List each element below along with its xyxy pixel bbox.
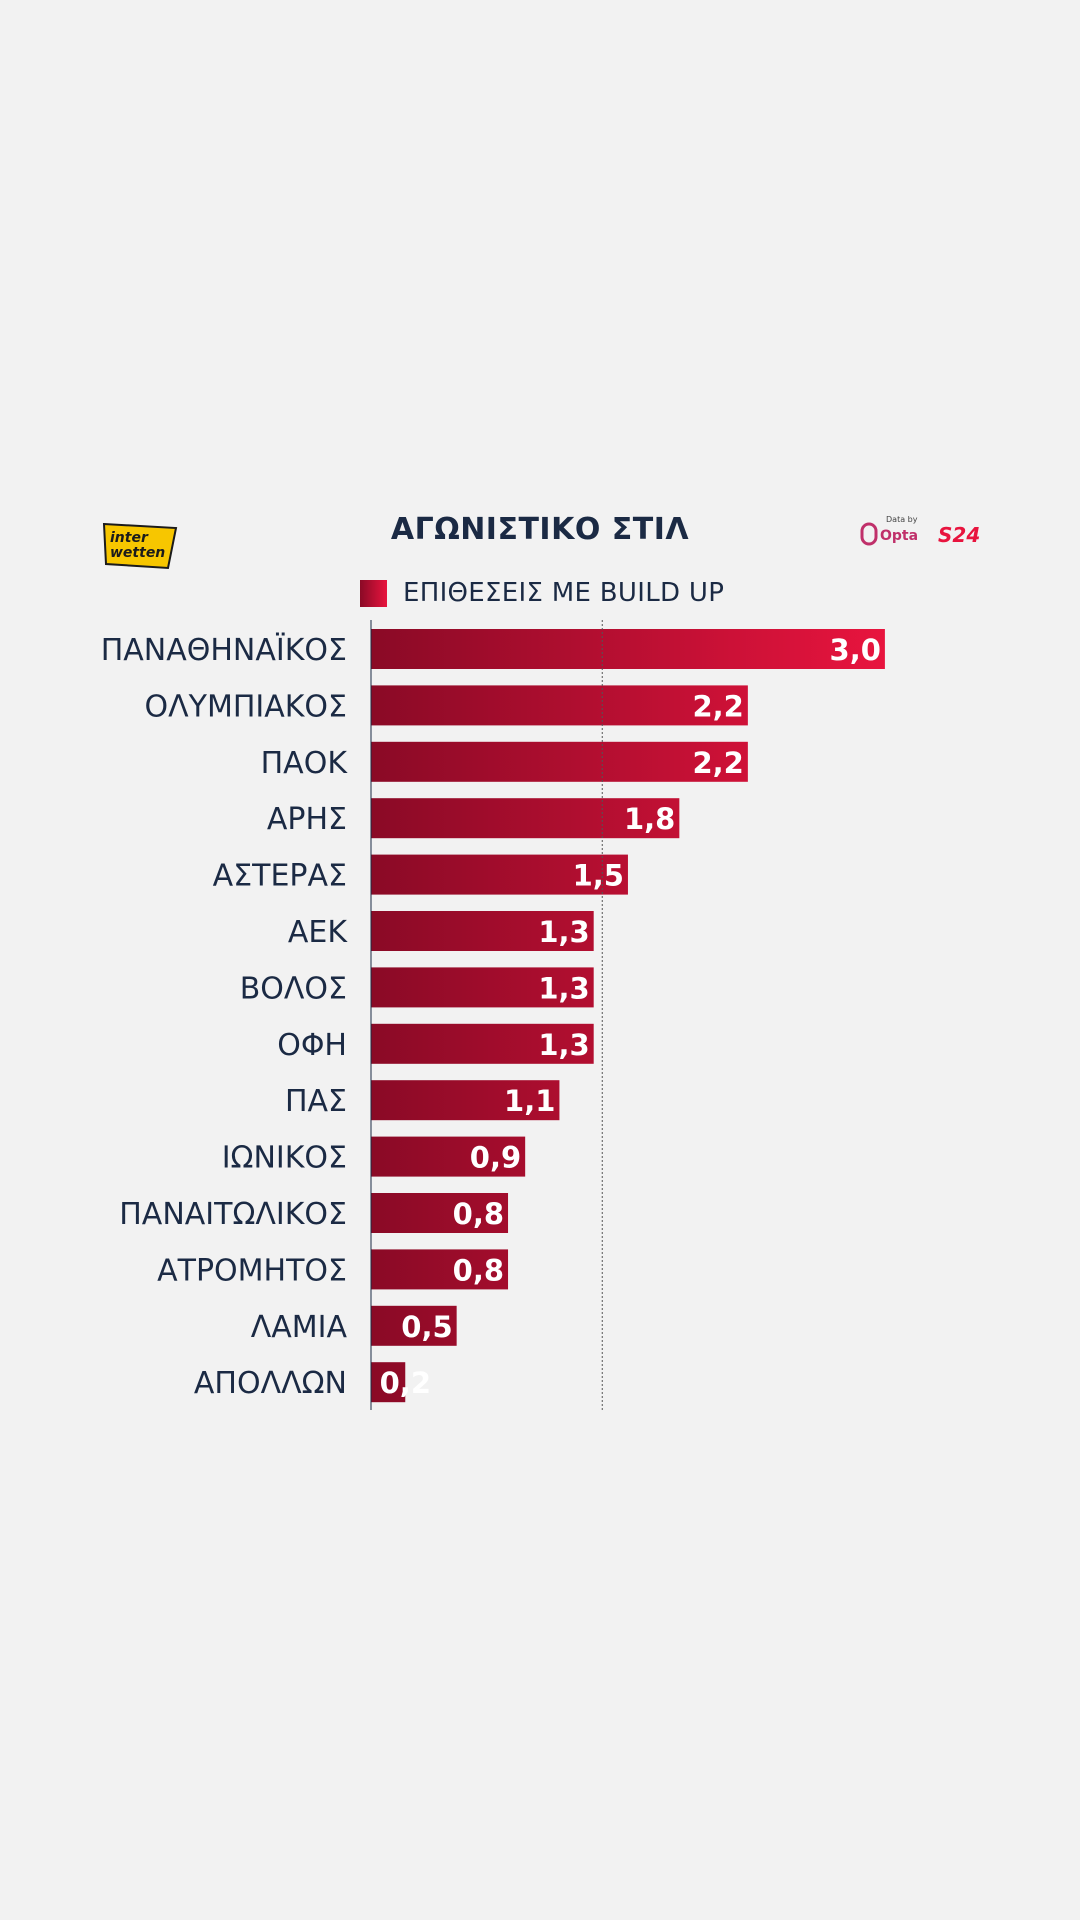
value-label: 0,9 <box>470 1141 521 1175</box>
logo-word-wetten: wetten <box>110 545 165 561</box>
value-label: 0,2 <box>380 1366 431 1400</box>
team-label: ΑΕΚ <box>288 915 348 950</box>
team-label: ΙΩΝΙΚΟΣ <box>222 1141 347 1176</box>
interwetten-logo: inter wetten <box>102 522 178 570</box>
bar-6 <box>371 911 594 951</box>
legend-label: ΕΠΙΘΕΣΕΙΣ ΜΕ BUILD UP <box>403 578 725 608</box>
opta-icon <box>860 522 878 546</box>
bar-9 <box>371 1080 560 1121</box>
value-label: 2,2 <box>692 689 743 723</box>
value-label: 2,2 <box>692 746 743 780</box>
team-label: ΑΣΤΕΡΑΣ <box>213 859 347 894</box>
legend-swatch <box>360 579 387 607</box>
value-label: 1,3 <box>538 915 589 949</box>
data-by-text: Data by <box>886 515 918 524</box>
team-label: ΠΑΟΚ <box>261 746 349 781</box>
bar-4 <box>371 798 680 839</box>
value-label: 1,3 <box>538 1028 589 1062</box>
bar-7 <box>371 967 594 1008</box>
s24-logo: S24 <box>938 523 980 547</box>
team-label: ΑΡΗΣ <box>267 802 347 837</box>
legend: ΕΠΙΘΕΣΕΙΣ ΜΕ BUILD UP <box>360 578 724 608</box>
value-label: 3,0 <box>830 633 881 667</box>
logo-word-inter: inter <box>110 530 149 546</box>
bar-11 <box>371 1193 509 1233</box>
page-title: ΑΓΩΝΙΣΤΙΚΟ ΣΤΙΛ <box>390 512 690 547</box>
value-label: 1,5 <box>573 859 624 893</box>
value-label: 1,3 <box>538 971 589 1005</box>
value-label: 0,8 <box>453 1253 504 1287</box>
bar-12 <box>371 1249 509 1290</box>
bar-3 <box>371 741 748 782</box>
bar-5 <box>371 854 628 895</box>
bar-2 <box>371 685 748 726</box>
bar-1 <box>371 629 885 669</box>
team-label: ΟΦΗ <box>277 1028 347 1063</box>
bars-layer: ΠΑΝΑΘΗΝΑΪΚΟΣ 3,0 ΟΛΥΜΠΙΑΚΟΣ 2,2 ΠΑΟΚ 2,2 ΑΡΗΣ 1… <box>101 629 885 1403</box>
bar-10 <box>371 1136 526 1177</box>
team-label: ΟΛΥΜΠΙΑΚΟΣ <box>144 689 347 724</box>
team-label: ΠΑΣ <box>285 1084 347 1119</box>
value-label: 0,5 <box>401 1310 452 1344</box>
team-label: ΑΠΟΛΛΩΝ <box>194 1366 347 1401</box>
value-label: 0,8 <box>453 1197 504 1231</box>
team-label: ΠΑΝΑΙΤΩΛΙΚΟΣ <box>119 1197 347 1232</box>
team-label: ΛΑΜΙΑ <box>251 1310 348 1345</box>
team-label: ΠΑΝΑΘΗΝΑΪΚΟΣ <box>101 632 347 668</box>
team-label: ΒΟΛΟΣ <box>240 971 347 1006</box>
bar-14 <box>371 1362 406 1403</box>
opta-wordmark: Opta <box>880 528 918 544</box>
data-credit-logos: Data by Opta S24 <box>860 515 980 547</box>
bar-8 <box>371 1023 594 1064</box>
bar-13 <box>371 1305 457 1346</box>
value-label: 1,1 <box>504 1084 555 1118</box>
team-label: ΑΤΡΟΜΗΤΟΣ <box>157 1253 347 1288</box>
value-label: 1,8 <box>624 802 675 836</box>
